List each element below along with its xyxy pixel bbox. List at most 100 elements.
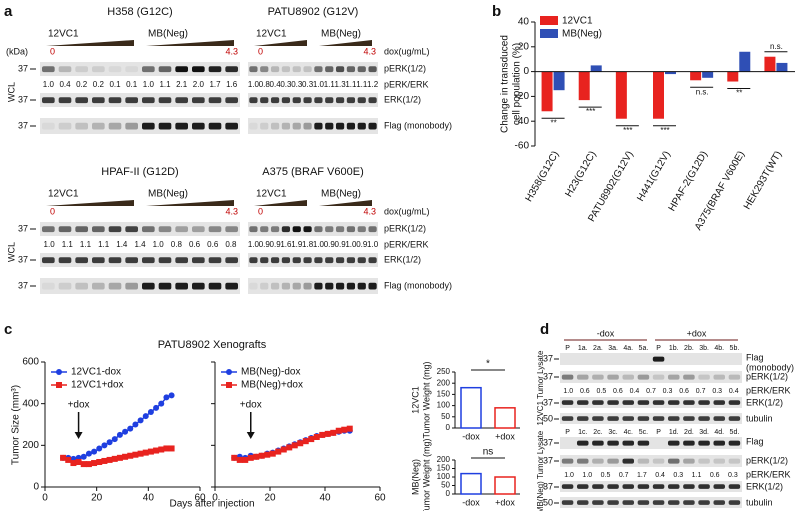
row-label: dox(ug/mL)	[384, 206, 430, 216]
lane-label: P	[656, 429, 661, 436]
group-label: -dox	[597, 328, 615, 338]
band	[158, 282, 172, 290]
band	[292, 226, 301, 233]
band	[592, 440, 604, 446]
x-tick-label: +dox	[495, 497, 515, 507]
ratio-value: 0.7	[619, 472, 629, 479]
panel-label: b	[492, 3, 501, 20]
point	[324, 430, 331, 437]
kda-marker: 50	[543, 497, 553, 507]
ratio-value: 1.2	[367, 80, 379, 89]
band	[607, 500, 619, 505]
band	[142, 66, 155, 73]
band	[125, 97, 138, 104]
point	[242, 456, 249, 463]
ratio-value: 1.0	[367, 240, 379, 249]
point	[101, 442, 108, 449]
band	[576, 458, 589, 464]
y-tick-label: 50	[441, 481, 450, 490]
y-tick-label: -60	[515, 141, 530, 152]
treatment-label: MB(Neg)	[148, 29, 188, 40]
y-tick-label: 0	[446, 489, 451, 498]
y-tick-label: 40	[518, 17, 530, 28]
ratio-value: 1.0	[248, 240, 260, 249]
point	[313, 434, 320, 440]
ratio-value: 1.6	[226, 80, 238, 89]
blot-title: PATU8902 (G12V)	[268, 6, 359, 18]
band	[158, 226, 172, 233]
ratio-value: 1.0	[313, 80, 325, 89]
band	[192, 97, 205, 104]
band	[592, 500, 604, 505]
band	[325, 282, 334, 290]
blot-strip	[560, 371, 742, 383]
band	[58, 282, 72, 290]
dose-label: 4.3	[363, 206, 376, 216]
annotation: ***	[660, 126, 669, 135]
band	[698, 400, 710, 405]
band	[314, 66, 323, 73]
kda-marker: 37	[543, 481, 553, 491]
band	[175, 122, 188, 130]
lane-label: 1a.	[578, 345, 588, 352]
legend-marker	[226, 382, 232, 388]
band	[270, 97, 280, 104]
kda-marker: 50	[543, 413, 553, 423]
band	[592, 458, 604, 464]
row-label: tubulin	[746, 497, 773, 507]
blot-strip	[248, 253, 378, 267]
band	[225, 122, 238, 130]
band	[142, 257, 155, 264]
y-tick-label: 50	[441, 412, 450, 421]
x-tick-label: 60	[194, 493, 206, 504]
x-tick-label: 20	[264, 493, 276, 504]
band	[667, 400, 680, 405]
band	[192, 66, 205, 73]
lane-label: 4c.	[624, 429, 633, 436]
point	[85, 450, 92, 457]
point	[231, 454, 238, 461]
band	[368, 226, 377, 233]
band	[125, 122, 138, 130]
band	[728, 440, 741, 446]
band	[175, 97, 188, 104]
point	[65, 456, 72, 463]
ratio-value: 1.9	[291, 240, 303, 249]
band	[75, 282, 88, 290]
row-label: pERK/ERK	[746, 469, 791, 479]
ratio-value: 0.8	[225, 240, 237, 249]
band	[192, 226, 205, 233]
band	[325, 122, 334, 130]
band	[292, 66, 301, 73]
point	[253, 453, 260, 460]
legend-marker	[226, 369, 232, 375]
band	[314, 257, 323, 264]
band	[713, 484, 726, 489]
x-tick-label: H441(G12V)	[635, 149, 673, 203]
band	[260, 122, 269, 130]
band	[260, 282, 269, 290]
point	[137, 417, 144, 424]
band	[667, 440, 680, 446]
ratio-value: 0.1	[126, 80, 138, 89]
legend-label: MB(Neg)+dox	[241, 380, 303, 391]
band	[357, 97, 366, 104]
band	[698, 416, 710, 421]
band	[607, 458, 619, 464]
band	[208, 257, 222, 264]
bar	[494, 407, 516, 429]
row-label: Flag (monobody)	[384, 280, 452, 290]
legend-swatch	[540, 16, 558, 25]
band	[325, 257, 334, 264]
blot-strip	[40, 93, 240, 107]
panel-label: a	[4, 3, 13, 20]
band	[270, 257, 280, 264]
blot-strip	[560, 481, 742, 492]
band	[208, 226, 222, 233]
band	[368, 66, 377, 73]
band	[142, 122, 155, 130]
lane-label: 2c.	[593, 429, 602, 436]
band	[667, 416, 680, 421]
band	[728, 400, 741, 405]
point	[80, 461, 87, 468]
